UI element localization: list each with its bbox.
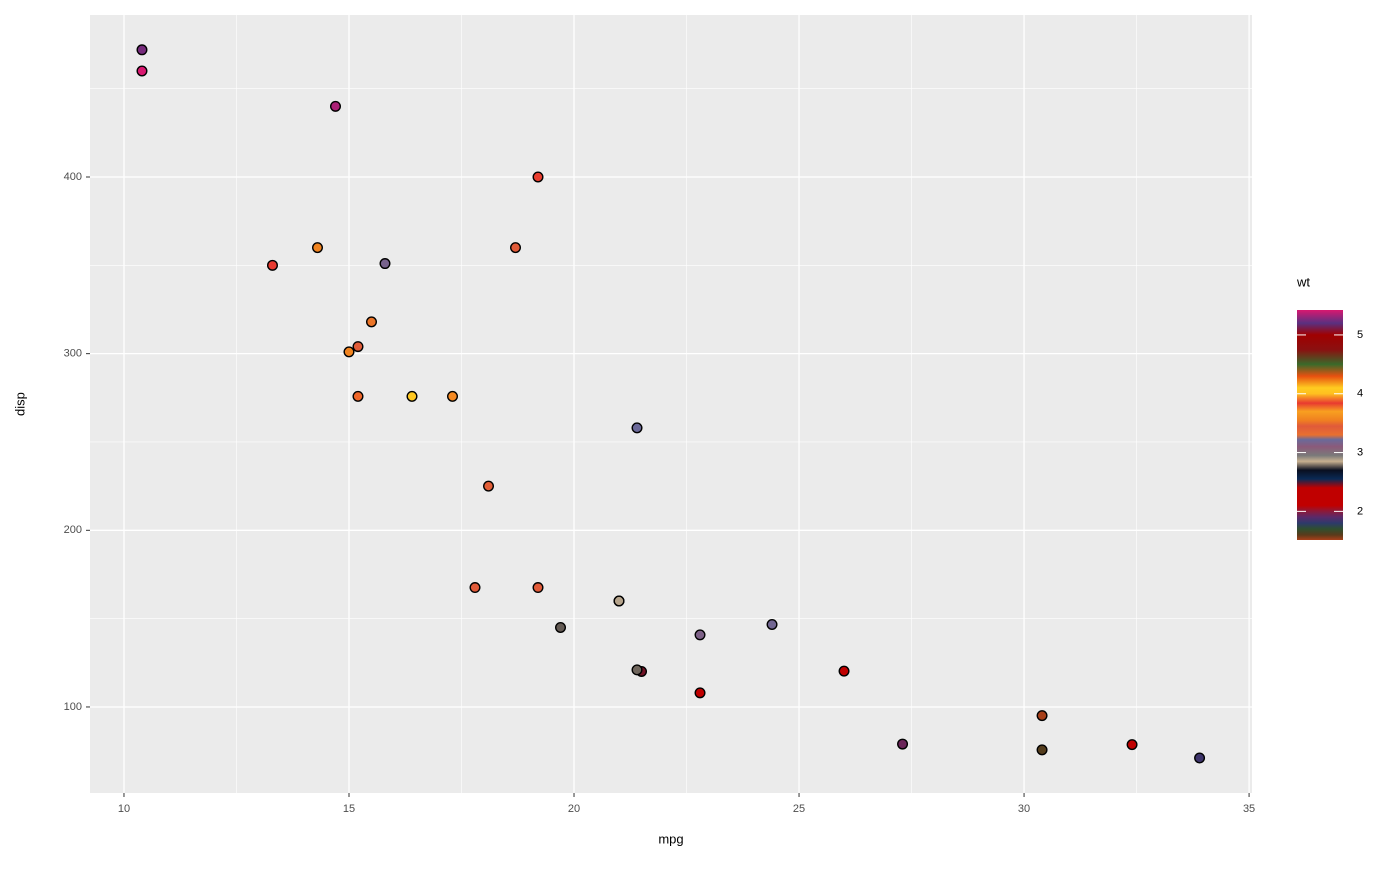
colorbar-label: 3 xyxy=(1357,446,1363,458)
point xyxy=(631,422,643,434)
colorbar-label: 2 xyxy=(1357,505,1363,517)
point xyxy=(766,618,778,630)
point xyxy=(694,687,706,699)
point xyxy=(1194,752,1206,764)
x-tick-label: 35 xyxy=(1243,803,1255,815)
point xyxy=(694,629,706,641)
x-tick-label: 15 xyxy=(343,803,355,815)
point xyxy=(352,390,364,402)
x-axis-label: mpg xyxy=(658,831,683,846)
x-tick-label: 30 xyxy=(1018,803,1030,815)
y-tick-label: 400 xyxy=(64,171,82,183)
point xyxy=(532,582,544,594)
point xyxy=(343,346,355,358)
point xyxy=(379,258,391,270)
point xyxy=(510,242,522,254)
point xyxy=(1126,739,1138,751)
colorbar-label: 5 xyxy=(1357,329,1363,341)
point xyxy=(532,171,544,183)
point xyxy=(631,664,643,676)
x-tick-label: 25 xyxy=(793,803,805,815)
y-tick-label: 100 xyxy=(64,701,82,713)
point xyxy=(555,621,567,633)
panel xyxy=(90,15,1252,793)
point xyxy=(311,242,323,254)
x-tick-label: 10 xyxy=(118,803,130,815)
point xyxy=(266,259,278,271)
point xyxy=(483,480,495,492)
point xyxy=(1036,710,1048,722)
point xyxy=(897,738,909,750)
point xyxy=(469,582,481,594)
point xyxy=(1036,744,1048,756)
point xyxy=(136,44,148,56)
point xyxy=(838,665,850,677)
colorbar xyxy=(1297,310,1343,540)
point xyxy=(406,390,418,402)
point xyxy=(447,390,459,402)
point xyxy=(613,595,625,607)
point xyxy=(352,341,364,353)
colorbar-label: 4 xyxy=(1357,388,1363,400)
point xyxy=(329,100,341,112)
point xyxy=(136,65,148,77)
legend-title: wt xyxy=(1296,274,1310,289)
x-tick-label: 20 xyxy=(568,803,580,815)
point xyxy=(365,316,377,328)
y-tick-label: 300 xyxy=(64,348,82,360)
y-axis-label: disp xyxy=(12,392,27,416)
y-tick-label: 200 xyxy=(64,524,82,536)
